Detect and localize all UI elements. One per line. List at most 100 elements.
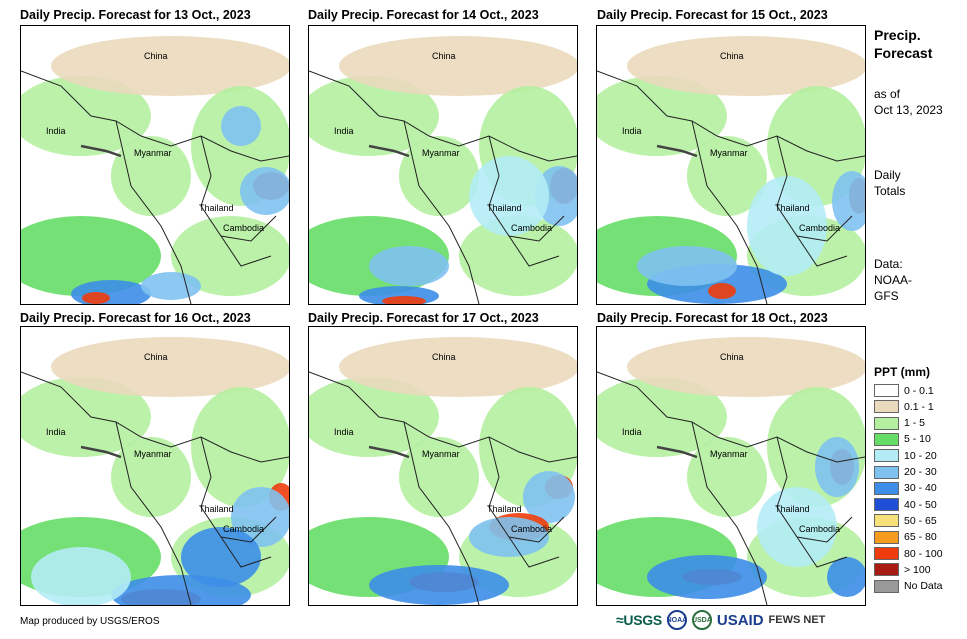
legend-swatch	[874, 563, 899, 577]
precip-area	[369, 246, 449, 286]
legend-label: 5 - 10	[904, 433, 931, 446]
precip-area	[832, 171, 865, 231]
map-canvas: China India Myanmar Thailand Cambodia	[21, 337, 289, 605]
precip-area	[51, 337, 289, 397]
coastline	[656, 445, 698, 459]
precip-area	[382, 296, 426, 304]
precip-area	[111, 136, 191, 216]
place-label-india: India	[334, 126, 354, 136]
coastline	[656, 144, 698, 158]
legend-swatch	[874, 384, 899, 397]
border-line	[796, 235, 848, 267]
usaid-logo: USAID	[716, 611, 764, 629]
place-label-myanmar: Myanmar	[422, 449, 460, 459]
legend-label: 10 - 20	[904, 449, 937, 462]
precip-area	[191, 387, 289, 507]
forecast-map-2: China India Myanmar Thailand Cambodia	[308, 25, 578, 305]
legend-item: 20 - 30	[874, 465, 937, 480]
place-label-cambodia: Cambodia	[511, 524, 552, 534]
precip-area	[31, 547, 131, 605]
legend-swatch	[874, 547, 899, 560]
legend-swatch	[874, 432, 899, 446]
place-label-india: India	[622, 126, 642, 136]
border-line	[403, 120, 480, 304]
forecast-map-6: China India Myanmar Thailand Cambodia	[596, 326, 866, 606]
precip-area	[309, 377, 439, 457]
legend-swatch	[874, 579, 899, 593]
legend-swatch	[874, 465, 899, 479]
border-line	[309, 70, 577, 162]
panel-title-1: Daily Precip. Forecast for 13 Oct., 2023	[20, 8, 251, 22]
precip-area	[21, 377, 151, 457]
precip-area	[221, 106, 261, 146]
partner-logos: ≈USGS NOAA USDA USAID FEWS NET	[616, 608, 825, 632]
legend-swatch	[874, 400, 899, 414]
legend-swatch	[874, 416, 899, 430]
place-label-cambodia: Cambodia	[511, 223, 552, 233]
legend-label: 0 - 0.1	[904, 384, 934, 397]
precip-area	[647, 555, 767, 599]
panel-title-2: Daily Precip. Forecast for 14 Oct., 2023	[308, 8, 539, 22]
as-of-date: as of Oct 13, 2023	[874, 87, 943, 117]
border-line	[597, 371, 865, 463]
panel-title-4: Daily Precip. Forecast for 16 Oct., 2023	[20, 311, 251, 325]
precip-area	[627, 36, 865, 96]
place-label-china: China	[144, 352, 168, 362]
coastline	[80, 144, 122, 158]
usda-logo: USDA	[691, 610, 712, 630]
border-line	[691, 120, 768, 304]
legend-item: 0 - 0.1	[874, 383, 934, 398]
precip-area	[827, 557, 865, 597]
border-line	[776, 436, 853, 543]
place-label-myanmar: Myanmar	[134, 148, 172, 158]
legend-label: 50 - 65	[904, 514, 937, 527]
map-canvas: China India Myanmar Thailand Cambodia	[597, 337, 865, 605]
border-line	[200, 436, 277, 543]
legend-label: 20 - 30	[904, 466, 937, 478]
precip-area	[597, 377, 727, 457]
usgs-logo: ≈USGS	[616, 612, 662, 628]
legend-label: 30 - 40	[904, 482, 937, 495]
legend-label: No Data	[904, 580, 943, 593]
border-line	[220, 536, 272, 568]
legend-item: 50 - 65	[874, 513, 937, 528]
panel-title-5: Daily Precip. Forecast for 17 Oct., 2023	[308, 311, 539, 325]
panel-title-3: Daily Precip. Forecast for 15 Oct., 2023	[597, 8, 828, 22]
border-line	[220, 235, 272, 267]
precip-area	[597, 76, 727, 156]
border-line	[597, 70, 865, 162]
legend-label: 1 - 5	[904, 417, 926, 430]
border-line	[115, 421, 192, 605]
precip-area	[369, 565, 509, 605]
place-label-cambodia: Cambodia	[223, 223, 264, 233]
legend-swatch	[874, 514, 899, 528]
legend-item: No Data	[874, 579, 943, 594]
place-label-thailand: Thailand	[775, 203, 810, 213]
precip-area	[309, 76, 439, 156]
border-line	[776, 135, 853, 242]
forecast-map-4: China India Myanmar Thailand Cambodia	[20, 326, 290, 606]
precip-area	[637, 246, 737, 286]
border-line	[691, 421, 768, 605]
coastline	[368, 144, 410, 158]
place-label-india: India	[622, 427, 642, 437]
precip-area	[767, 86, 865, 206]
border-line	[21, 371, 289, 463]
legend-swatch	[874, 481, 899, 495]
map-canvas: China India Myanmar Thailand Cambodia	[597, 36, 865, 304]
legend-item: 10 - 20	[874, 448, 937, 463]
place-label-india: India	[46, 126, 66, 136]
precip-area	[21, 76, 151, 156]
precip-area	[339, 337, 577, 397]
precip-area	[708, 283, 736, 299]
place-label-thailand: Thailand	[487, 504, 522, 514]
legend-item: 0.1 - 1	[874, 399, 934, 414]
place-label-china: China	[144, 51, 168, 61]
legend-label: 80 - 100	[904, 547, 943, 560]
coastline	[80, 445, 122, 459]
precip-area	[523, 471, 575, 523]
forecast-map-1: China India Myanmar Thailand Cambodia	[20, 25, 290, 305]
precip-area	[181, 527, 261, 587]
precip-area	[51, 36, 289, 96]
legend-label: > 100	[904, 563, 931, 576]
